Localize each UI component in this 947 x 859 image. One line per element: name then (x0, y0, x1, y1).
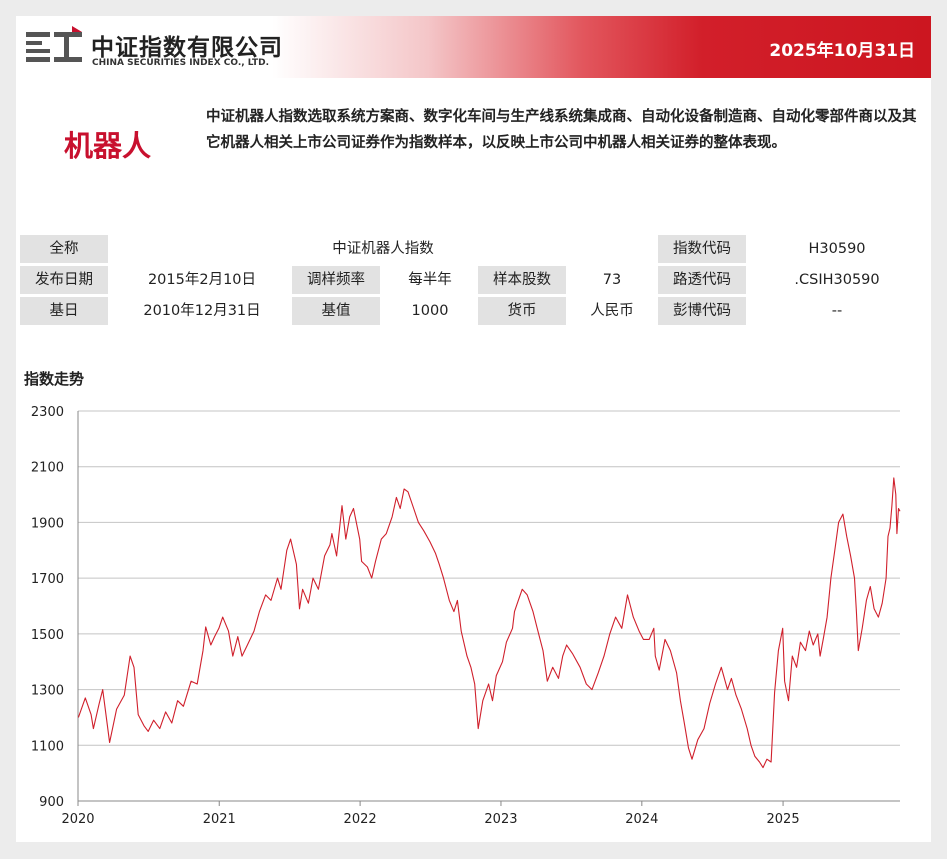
launch-label: 发布日期 (20, 266, 108, 294)
rebalance-value: 每半年 (408, 272, 452, 288)
base-date-value: 2010年12月31日 (143, 303, 261, 319)
brand-name-cn: 中证指数有限公司 (91, 35, 283, 61)
count-value: 73 (602, 272, 622, 288)
info-row: 发布日期 2015年2月10日 调样频率 每半年 样本股数 73 路透代码 (20, 266, 748, 297)
y-tick-label: 1900 (31, 516, 64, 531)
index-trend-chart: 900 1100 1300 1500 1700 1900 2100 2300 2020 2021 2… (31, 405, 901, 827)
x-tick-label: 2022 (344, 812, 377, 827)
full-name-label: 全称 (20, 235, 108, 263)
base-value-value: 1000 (411, 303, 449, 319)
report-date: 2025年10月31日 (769, 41, 915, 61)
index-name: 机器人 (64, 129, 152, 163)
x-tick-label: 2025 (767, 812, 800, 827)
code-value: H30590 (808, 241, 866, 257)
code-label: 指数代码 (658, 235, 746, 263)
x-tick-label: 2023 (484, 812, 517, 827)
factsheet-card: 中证指数有限公司 CHINA SECURITIES INDEX CO., LTD… (16, 16, 931, 842)
y-tick-label: 1300 (31, 684, 64, 699)
index-description: 中证机器人指数选取系统方案商、数字化车间与生产线系统集成商、自动化设备制造商、自… (206, 109, 917, 151)
y-tick-label: 1500 (31, 628, 64, 643)
y-tick-label: 1100 (31, 739, 64, 754)
info-row: 全称 中证机器人指数 指数代码 (20, 235, 748, 266)
count-label: 样本股数 (478, 266, 566, 294)
y-tick-label: 2300 (31, 405, 64, 420)
header-bar: 中证指数有限公司 CHINA SECURITIES INDEX CO., LTD… (16, 16, 931, 78)
x-tick-label: 2021 (203, 812, 236, 827)
chart-section-title: 指数走势 (24, 370, 85, 388)
reuters-value: .CSIH30590 (794, 272, 880, 288)
full-name-value: 中证机器人指数 (332, 241, 434, 257)
bloomberg-label: 彭博代码 (658, 297, 746, 325)
rebalance-label: 调样频率 (292, 266, 380, 294)
brand-name-en: CHINA SECURITIES INDEX CO., LTD. (92, 58, 270, 68)
base-date-label: 基日 (20, 297, 108, 325)
launch-value: 2015年2月10日 (147, 272, 257, 288)
bloomberg-value: -- (831, 303, 843, 319)
reuters-label: 路透代码 (658, 266, 746, 294)
currency-label: 货币 (478, 297, 566, 325)
x-tick-label: 2020 (61, 812, 94, 827)
y-tick-label: 2100 (31, 461, 64, 476)
series-line (77, 477, 901, 769)
info-row: 基日 2010年12月31日 基值 1000 货币 人民币 彭博代码 (20, 297, 748, 328)
info-table: 全称 中证机器人指数 指数代码 发布日期 2015年2月10日 调样频率 每半年… (20, 235, 748, 328)
csi-logo-icon (26, 26, 82, 62)
x-tick-label: 2024 (625, 812, 658, 827)
currency-value: 人民币 (590, 303, 634, 319)
y-tick-label: 900 (39, 795, 64, 810)
base-value-label: 基值 (292, 297, 380, 325)
y-tick-label: 1700 (31, 572, 64, 587)
